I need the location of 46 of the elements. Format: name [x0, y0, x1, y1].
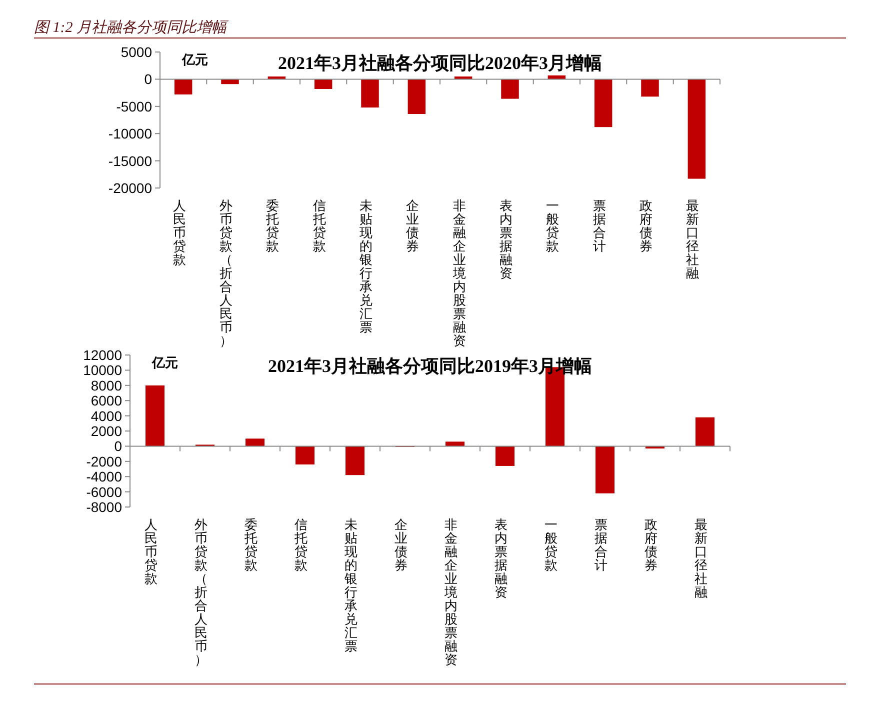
y-tick-label: 6000 — [90, 392, 122, 409]
x-tick-label: 信托贷款 — [294, 517, 308, 572]
y-tick-label: -5000 — [116, 98, 152, 114]
category-label: 未贴现的银行承兑汇票 — [344, 517, 358, 654]
y-axis-title: 亿元 — [181, 52, 208, 67]
y-tick-label: -15000 — [108, 152, 152, 169]
x-tick-label: 票据合计 — [592, 198, 606, 254]
x-tick-label: 企业债券 — [406, 198, 420, 254]
x-tick-label: 最新口径社融 — [686, 198, 700, 280]
y-tick-label: -4000 — [86, 468, 122, 485]
x-tick-label: 人民币贷款 — [172, 198, 186, 267]
x-tick-label: 政府债券 — [640, 198, 652, 254]
x-tick-label: 一般贷款 — [544, 517, 558, 572]
y-tick-label: 8000 — [90, 377, 122, 394]
x-tick-label: 政府债券 — [644, 517, 658, 572]
y-axis-title: 亿元 — [151, 355, 178, 370]
y-tick-label: -6000 — [86, 484, 122, 500]
x-tick-label: 企业债券 — [394, 517, 408, 572]
chart-title: 2021年3月社融各分项同比2020年3月增幅 — [278, 53, 602, 73]
y-tick-label: 2000 — [90, 423, 122, 439]
x-tick-label: 委托贷款 — [244, 517, 258, 572]
y-tick-label: -10000 — [108, 126, 152, 142]
x-tick-label: 表内票据融资 — [500, 198, 512, 280]
x-tick-label: 一般贷款 — [546, 198, 560, 254]
x-tick-label: 信托贷款 — [312, 198, 326, 254]
y-tick-label: 0 — [114, 438, 122, 454]
x-tick-label: 人民币贷款 — [144, 517, 158, 586]
caption: 图 1:2 月社融各分项同比增幅 — [34, 19, 230, 36]
y-tick-label: 5000 — [120, 44, 152, 60]
x-tick-label: 委托贷款 — [265, 198, 280, 254]
y-tick-label: -2000 — [86, 453, 122, 470]
x-tick-label: 表内票据融资 — [494, 517, 508, 600]
y-tick-label: 0 — [144, 71, 152, 88]
y-tick-label: 12000 — [83, 347, 122, 363]
x-tick-label: 最新口径社融 — [694, 517, 708, 600]
category-label: 非金融企业境内股票融资 — [452, 198, 466, 348]
chart-title: 2021年3月社融各分项同比2019年3月增幅 — [268, 356, 592, 376]
category-label: 外币贷款（折合人民币） — [220, 198, 232, 348]
y-tick-label: 10000 — [83, 362, 122, 378]
y-tick-label: -20000 — [108, 180, 152, 196]
category-label: 未贴现的银行承兑汇票 — [360, 198, 372, 334]
category-label: 外币贷款（折合人民币） — [194, 517, 208, 667]
category-label: 非金融企业境内股票融资 — [444, 517, 458, 667]
y-tick-label: 4000 — [90, 408, 122, 424]
x-tick-label: 票据合计 — [594, 517, 608, 572]
y-tick-label: -8000 — [86, 499, 122, 515]
